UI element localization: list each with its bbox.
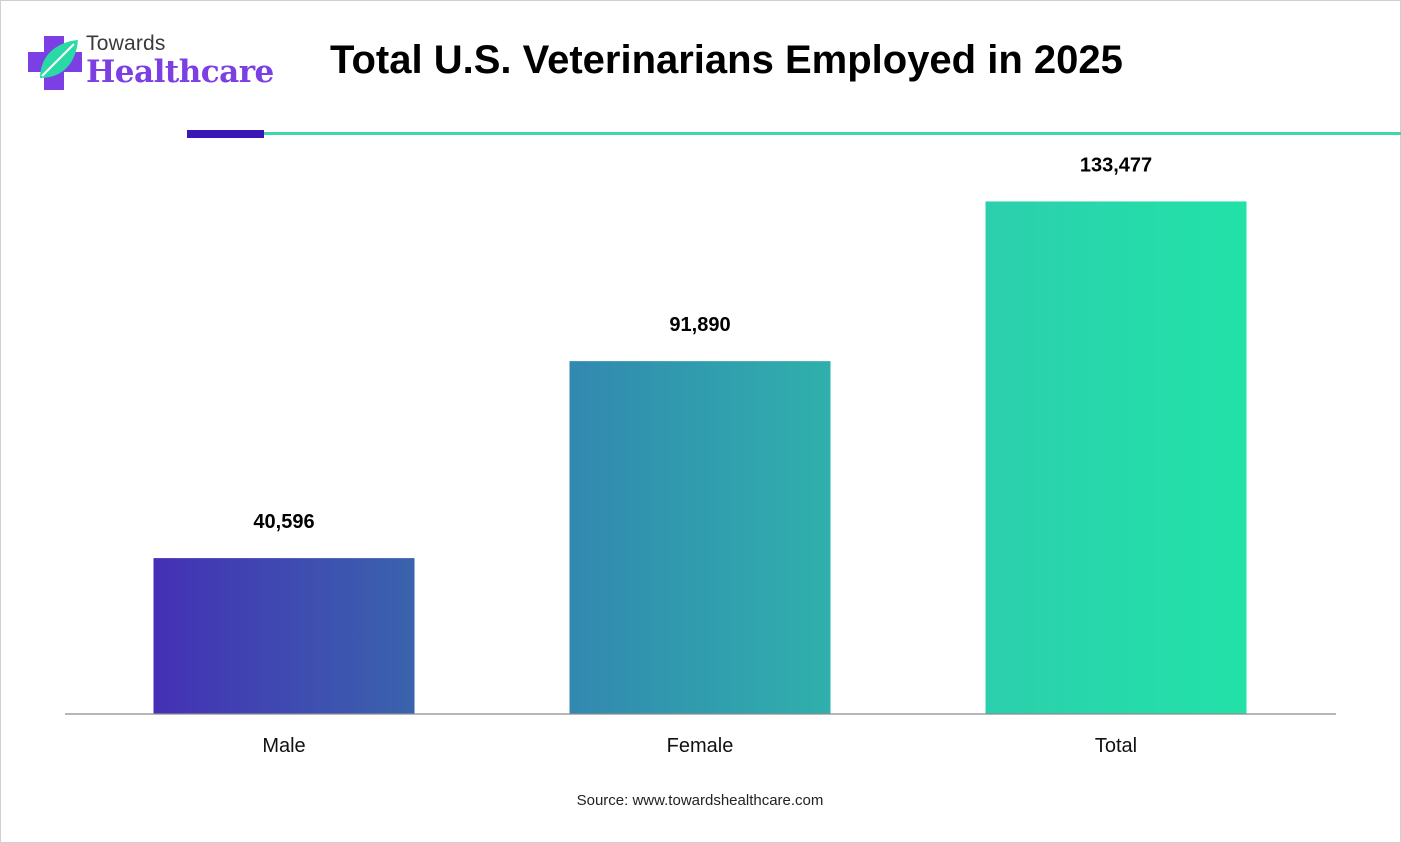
data-label-total: 133,477 xyxy=(1080,154,1152,176)
x-tick-label-male: Male xyxy=(262,735,305,757)
x-tick-label-total: Total xyxy=(1095,735,1137,757)
medical-cross-leaf-icon xyxy=(28,36,82,90)
brand-logo: Towards Healthcare xyxy=(26,30,274,100)
title-rule-line xyxy=(264,132,1401,135)
logo-text-healthcare: Healthcare xyxy=(86,54,274,90)
data-label-male: 40,596 xyxy=(253,511,314,533)
data-label-female: 91,890 xyxy=(669,314,730,336)
bar-total xyxy=(985,201,1247,715)
x-tick-label-female: Female xyxy=(667,735,734,757)
bar-female xyxy=(569,361,831,714)
chart-title: Total U.S. Veterinarians Employed in 202… xyxy=(330,38,1123,82)
logo-text-towards: Towards xyxy=(86,32,166,55)
title-rule-accent xyxy=(187,130,264,138)
source-note: Source: www.towardshealthcare.com xyxy=(576,792,824,809)
bar-male xyxy=(153,558,415,714)
